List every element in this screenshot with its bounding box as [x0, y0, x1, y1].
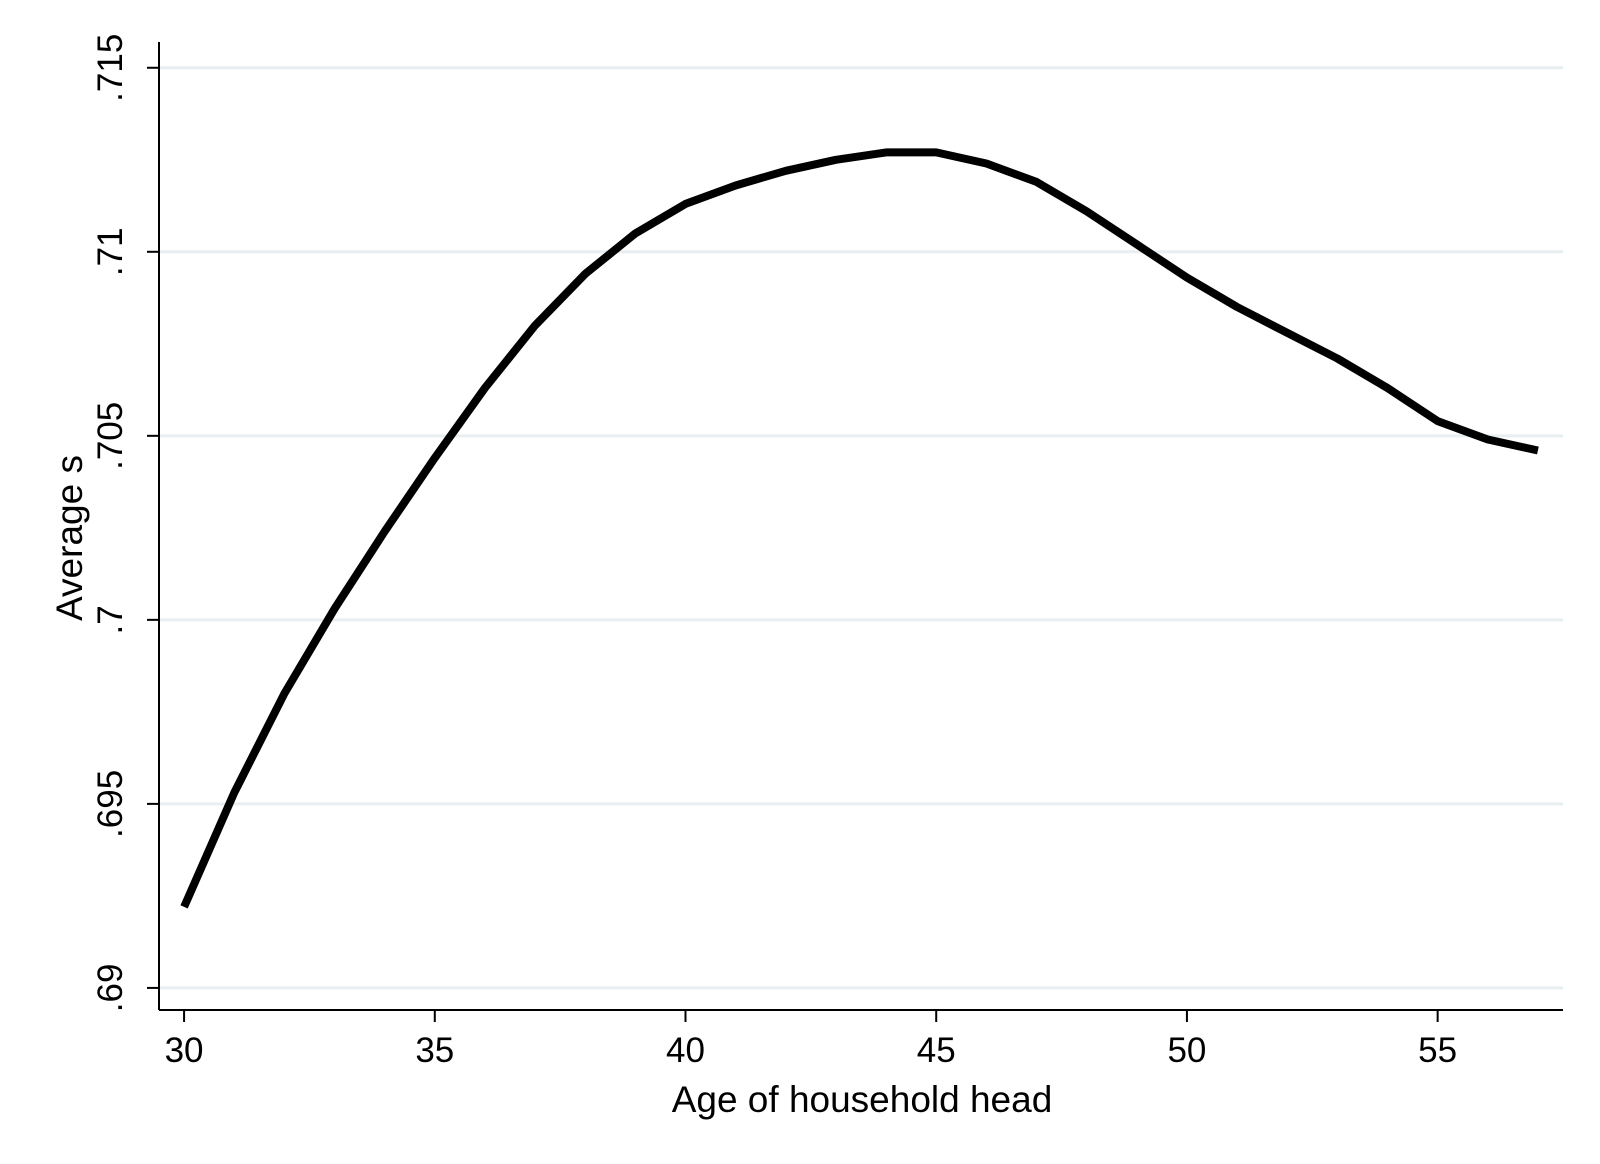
x-tick-label: 30 [165, 1031, 204, 1070]
y-tick-label: .69 [91, 964, 130, 1013]
x-ticks: 30 35 40 45 50 55 [165, 1010, 1457, 1070]
y-tick-label: .71 [91, 227, 130, 276]
y-ticks: .69 .695 .7 .705 .71 .715 [91, 34, 159, 1013]
x-axis-title: Age of household head [672, 1079, 1053, 1120]
axes [158, 42, 1563, 1011]
y-tick-label: .7 [91, 605, 130, 634]
series [180, 148, 1539, 909]
y-tick-label: .695 [91, 770, 130, 838]
gridlines [160, 66, 1563, 990]
series-line-0 [180, 148, 1539, 909]
x-tick-label: 45 [917, 1031, 956, 1070]
x-tick-label: 40 [666, 1031, 705, 1070]
x-tick-label: 50 [1167, 1031, 1206, 1070]
x-tick-label: 35 [415, 1031, 454, 1070]
x-tick-label: 55 [1418, 1031, 1457, 1070]
y-tick-label: .705 [91, 402, 130, 470]
y-axis-title: Average s [49, 455, 90, 621]
y-tick-label: .715 [91, 34, 130, 102]
